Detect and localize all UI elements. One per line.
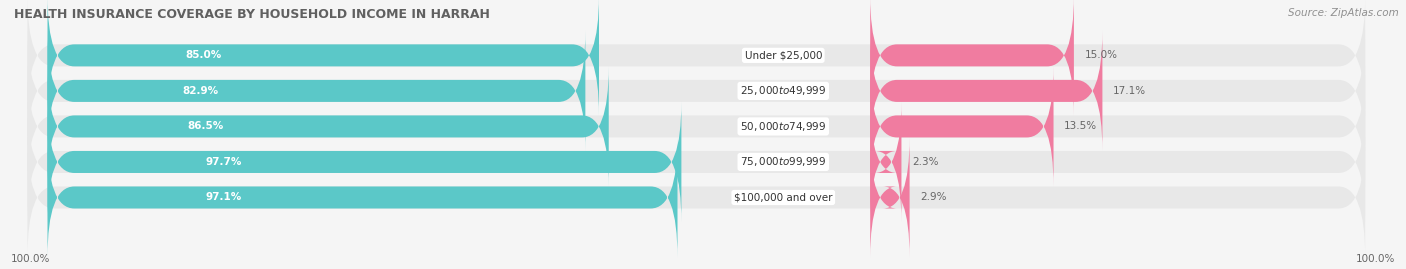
- Text: 82.9%: 82.9%: [181, 86, 218, 96]
- Text: 2.9%: 2.9%: [921, 193, 946, 203]
- Text: $25,000 to $49,999: $25,000 to $49,999: [740, 84, 827, 97]
- Text: 13.5%: 13.5%: [1064, 121, 1097, 132]
- FancyBboxPatch shape: [28, 137, 1365, 257]
- FancyBboxPatch shape: [870, 102, 901, 222]
- Text: Under $25,000: Under $25,000: [745, 50, 823, 60]
- Text: $100,000 and over: $100,000 and over: [734, 193, 832, 203]
- FancyBboxPatch shape: [870, 0, 1074, 115]
- FancyBboxPatch shape: [48, 102, 682, 222]
- Text: 86.5%: 86.5%: [188, 121, 224, 132]
- Text: 100.0%: 100.0%: [1355, 254, 1395, 264]
- Text: Source: ZipAtlas.com: Source: ZipAtlas.com: [1288, 8, 1399, 18]
- Text: $50,000 to $74,999: $50,000 to $74,999: [740, 120, 827, 133]
- FancyBboxPatch shape: [48, 31, 585, 151]
- Text: 97.7%: 97.7%: [205, 157, 242, 167]
- FancyBboxPatch shape: [48, 66, 609, 186]
- FancyBboxPatch shape: [28, 31, 1365, 151]
- Text: 85.0%: 85.0%: [186, 50, 222, 60]
- Text: 17.1%: 17.1%: [1114, 86, 1146, 96]
- Text: 15.0%: 15.0%: [1084, 50, 1118, 60]
- FancyBboxPatch shape: [48, 137, 678, 257]
- Text: $75,000 to $99,999: $75,000 to $99,999: [740, 155, 827, 168]
- FancyBboxPatch shape: [870, 31, 1102, 151]
- Text: HEALTH INSURANCE COVERAGE BY HOUSEHOLD INCOME IN HARRAH: HEALTH INSURANCE COVERAGE BY HOUSEHOLD I…: [14, 8, 489, 21]
- Text: 2.3%: 2.3%: [912, 157, 939, 167]
- FancyBboxPatch shape: [870, 66, 1053, 186]
- FancyBboxPatch shape: [28, 0, 1365, 115]
- FancyBboxPatch shape: [28, 102, 1365, 222]
- FancyBboxPatch shape: [28, 66, 1365, 186]
- Text: 100.0%: 100.0%: [11, 254, 51, 264]
- FancyBboxPatch shape: [870, 137, 910, 257]
- Text: 97.1%: 97.1%: [205, 193, 242, 203]
- FancyBboxPatch shape: [48, 0, 599, 115]
